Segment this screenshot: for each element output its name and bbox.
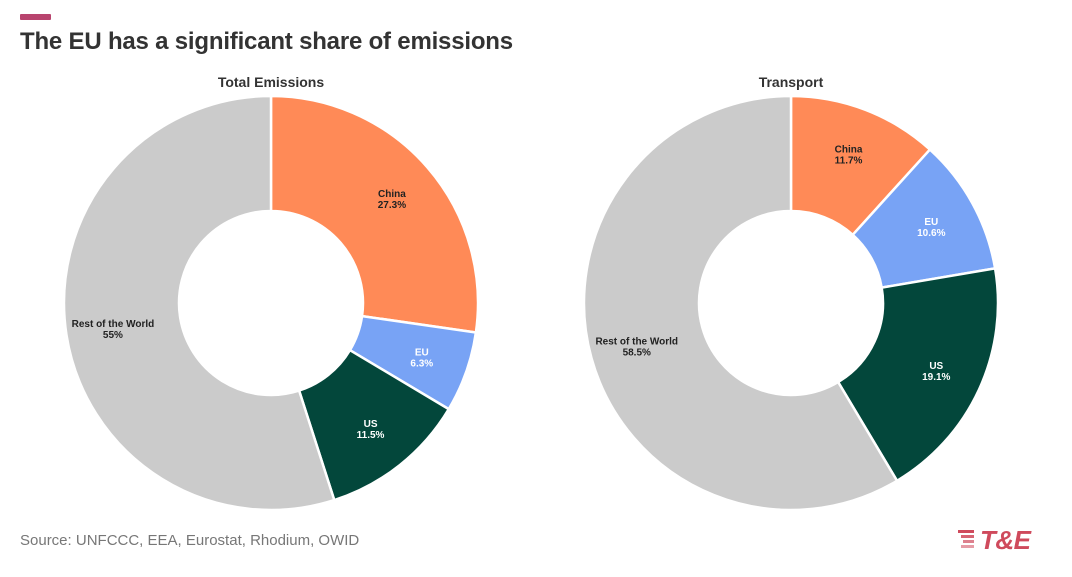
slice-label-eu: EU 6.3% [410, 347, 433, 369]
slice-label-rest-of-the-world: Rest of the World 58.5% [595, 337, 678, 359]
page-title: The EU has a significant share of emissi… [20, 28, 513, 55]
slice-label-name: China [835, 145, 863, 156]
slice-label-name: Rest of the World [595, 337, 678, 348]
te-logo: T&E [958, 526, 1031, 554]
slice-label-name: US [364, 419, 378, 430]
slice-label-name: Rest of the World [72, 319, 155, 330]
slice-label-value: 6.3% [410, 358, 433, 369]
slice-label-value: 10.6% [917, 228, 945, 239]
te-logo-text: T&E [980, 525, 1031, 555]
donut-chart-total-emissions: Total Emissions China 27.3% EU 6.3% US 11.5% Re… [62, 74, 480, 512]
slice-label-us: US 19.1% [922, 361, 950, 383]
slice-label-name: China [378, 189, 406, 200]
slice-label-value: 11.5% [357, 430, 385, 441]
slice-label-china: China 27.3% [378, 189, 407, 211]
slice-label-value: 19.1% [922, 372, 950, 383]
slice-label-value: 11.7% [835, 156, 863, 167]
slice-label-rest-of-the-world: Rest of the World 55% [72, 319, 155, 341]
slice-label-value: 55% [103, 330, 123, 341]
slice-rest-of-the-world [582, 94, 899, 512]
te-logo-icon [958, 530, 974, 548]
slice-rest-of-the-world [62, 94, 336, 512]
slice-label-china: China 11.7% [835, 145, 863, 167]
slice-label-name: EU [924, 217, 938, 228]
slice-label-name: US [929, 361, 943, 372]
chart-title: Transport [759, 74, 824, 90]
accent-bar [20, 14, 51, 20]
slice-us [836, 267, 1000, 483]
slice-label-value: 58.5% [623, 348, 651, 359]
donut-chart-transport: Transport China 11.7% EU 10.6% US 19.1% Rest of… [582, 74, 1000, 512]
slice-china [269, 94, 480, 334]
source-note: Source: UNFCCC, EEA, Eurostat, Rhodium, … [20, 532, 360, 549]
slice-label-name: EU [415, 347, 429, 358]
slice-label-us: US 11.5% [357, 419, 385, 441]
slice-label-eu: EU 10.6% [917, 217, 945, 239]
chart-title: Total Emissions [218, 74, 325, 90]
slice-label-value: 27.3% [378, 200, 406, 211]
